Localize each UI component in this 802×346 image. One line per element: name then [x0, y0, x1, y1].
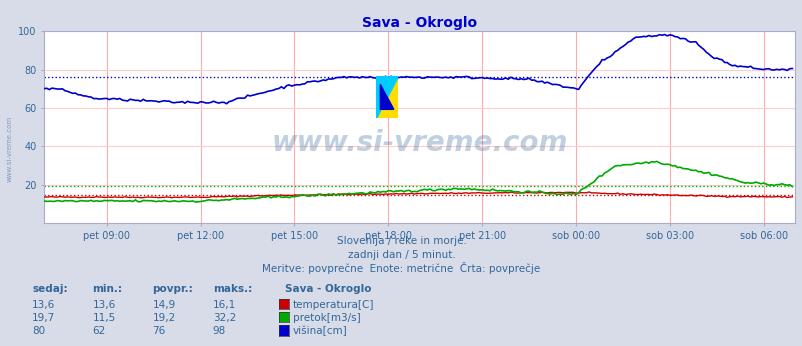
- Text: 19,7: 19,7: [32, 313, 55, 323]
- Text: pretok[m3/s]: pretok[m3/s]: [293, 313, 360, 323]
- Text: 13,6: 13,6: [32, 300, 55, 310]
- Text: 32,2: 32,2: [213, 313, 236, 323]
- Text: Meritve: povprečne  Enote: metrične  Črta: povprečje: Meritve: povprečne Enote: metrične Črta:…: [262, 262, 540, 274]
- Text: 19,2: 19,2: [152, 313, 176, 323]
- Text: temperatura[C]: temperatura[C]: [293, 300, 374, 310]
- Text: maks.:: maks.:: [213, 284, 252, 294]
- Polygon shape: [380, 84, 393, 109]
- Text: višina[cm]: višina[cm]: [293, 326, 347, 336]
- Text: www.si-vreme.com: www.si-vreme.com: [271, 128, 567, 156]
- Text: 62: 62: [92, 326, 106, 336]
- Polygon shape: [375, 76, 398, 118]
- Text: 80: 80: [32, 326, 45, 336]
- Text: 13,6: 13,6: [92, 300, 115, 310]
- Text: 98: 98: [213, 326, 226, 336]
- Text: 76: 76: [152, 326, 166, 336]
- Text: 14,9: 14,9: [152, 300, 176, 310]
- Text: min.:: min.:: [92, 284, 122, 294]
- Text: 11,5: 11,5: [92, 313, 115, 323]
- Text: 16,1: 16,1: [213, 300, 236, 310]
- Polygon shape: [375, 76, 398, 118]
- Text: Sava - Okroglo: Sava - Okroglo: [285, 284, 371, 294]
- Text: zadnji dan / 5 minut.: zadnji dan / 5 minut.: [347, 250, 455, 260]
- Text: www.si-vreme.com: www.si-vreme.com: [6, 116, 13, 182]
- Text: povpr.:: povpr.:: [152, 284, 193, 294]
- Text: Slovenija / reke in morje.: Slovenija / reke in morje.: [336, 236, 466, 246]
- Title: Sava - Okroglo: Sava - Okroglo: [362, 16, 476, 30]
- Text: sedaj:: sedaj:: [32, 284, 67, 294]
